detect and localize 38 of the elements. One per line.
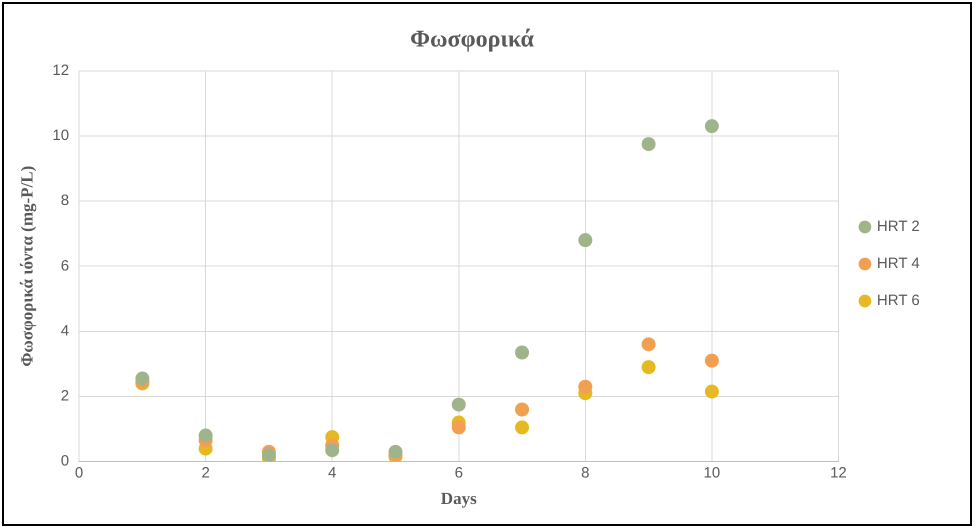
point [135,372,150,386]
legend-label: HRT 4 [876,255,920,272]
x-tick-label: 6 [454,464,463,482]
point [642,360,656,374]
point [262,448,276,462]
point [198,428,213,443]
point [515,420,530,434]
point [578,380,592,394]
point [452,420,466,434]
point [325,443,340,458]
point [452,398,466,412]
x-tick-label: 10 [704,464,720,482]
legend-label: HRT 2 [876,218,920,236]
x-tick-label: 0 [74,464,84,482]
point [515,346,530,360]
y-tick-label: 12 [52,62,70,79]
point [578,233,592,248]
y-tick-label: 6 [60,257,70,274]
y-axis-title: Φωσφορικά ιόντα (mg-P/L) [18,166,37,367]
y-tick-label: 8 [60,192,70,210]
x-tick-label: 12 [830,464,847,482]
point [704,354,719,368]
x-tick-label: 4 [328,464,336,482]
x-axis-title: Days [440,489,478,508]
y-tick-label: 10 [52,127,70,144]
point [388,444,402,459]
point [704,384,719,399]
y-tick-label: 0 [60,452,70,470]
chart-title: Φωσφορικά [410,26,534,53]
legend-label: HRT 6 [876,292,920,310]
x-tick-label: 8 [581,464,590,482]
y-tick-label: 2 [60,388,70,405]
y-tick-label: 4 [60,322,70,340]
x-tick-label: 2 [201,464,210,482]
point [642,137,656,152]
point [704,119,719,134]
point [642,337,656,352]
point [515,402,530,416]
